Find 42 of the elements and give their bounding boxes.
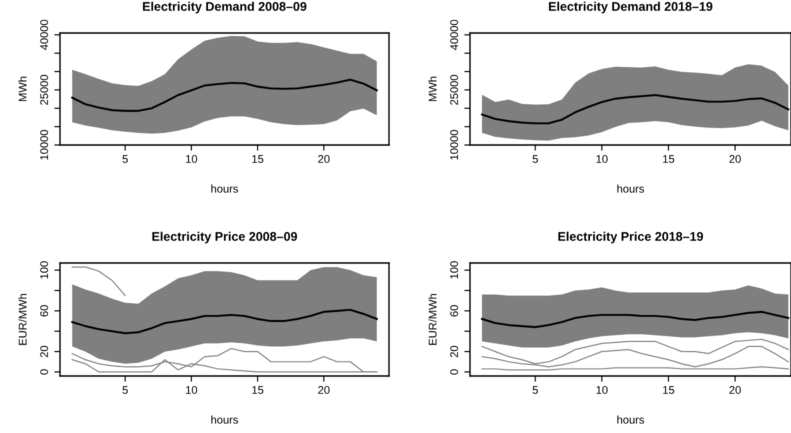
chart-title: Electricity Price 2018–19 [558, 232, 704, 244]
x-axis-title: hours [211, 184, 238, 193]
chart-title: Electricity Demand 2018–19 [549, 2, 712, 14]
y-tick-label: 60 [450, 305, 458, 316]
y-axis-title: EUR/MWh [18, 294, 27, 345]
y-tick-label: 40000 [40, 20, 48, 50]
x-tick-label: 10 [186, 155, 198, 163]
x-tick-label: 20 [318, 155, 330, 163]
x-tick-label: 20 [318, 386, 330, 394]
x-tick-label: 5 [532, 386, 538, 394]
y-tick-label: 0 [450, 369, 458, 375]
y-tick-label: 10000 [450, 130, 458, 160]
chart-title: Electricity Demand 2008–09 [143, 2, 306, 14]
x-tick-label: 15 [663, 386, 674, 394]
x-tick-label: 10 [596, 386, 608, 394]
y-tick-label: 40000 [450, 20, 458, 50]
x-tick-label: 20 [729, 155, 741, 163]
y-tick-label: 100 [450, 261, 458, 279]
x-tick-label: 10 [186, 386, 198, 394]
y-tick-label: 60 [40, 305, 48, 316]
y-tick-label: 10000 [40, 130, 48, 160]
y-axis-title: MWh [428, 76, 437, 102]
x-tick-label: 5 [122, 155, 128, 163]
x-axis-title: hours [617, 416, 644, 424]
x-tick-label: 20 [729, 386, 741, 394]
y-axis-title: EUR/MWh [428, 294, 437, 345]
y-tick-label: 25000 [40, 74, 48, 105]
y-axis-title: MWh [18, 76, 27, 102]
chart-title: Electricity Price 2008–09 [152, 232, 298, 244]
x-axis-title: hours [617, 184, 644, 193]
x-tick-label: 5 [532, 155, 538, 163]
x-tick-label: 15 [252, 155, 264, 163]
x-tick-label: 15 [252, 386, 264, 394]
x-tick-label: 5 [122, 386, 128, 394]
y-tick-label: 0 [40, 369, 48, 375]
y-tick-label: 25000 [450, 74, 458, 105]
x-tick-label: 10 [596, 155, 608, 163]
y-tick-label: 20 [450, 346, 458, 358]
x-axis-title: hours [211, 416, 238, 424]
y-tick-label: 100 [40, 261, 48, 279]
y-tick-label: 20 [40, 346, 48, 358]
x-tick-label: 15 [663, 155, 674, 163]
